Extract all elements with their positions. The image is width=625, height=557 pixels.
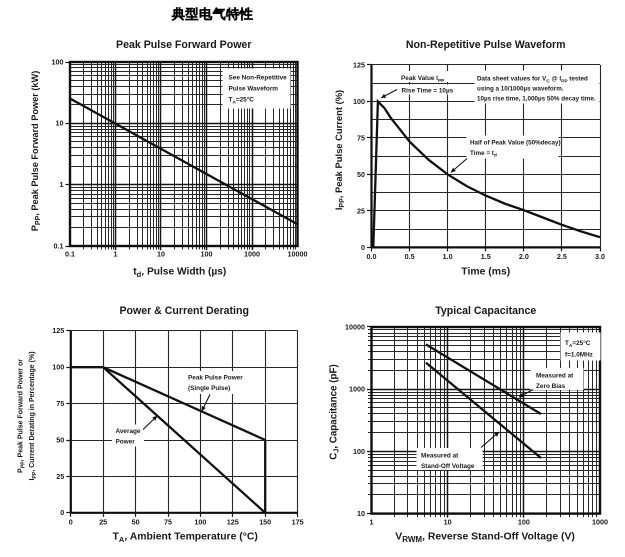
svg-text:PPP, Peak Pulse Forward Power: PPP, Peak Pulse Forward Power (kW) (30, 71, 42, 231)
svg-text:Typical Capacitance: Typical Capacitance (435, 305, 536, 317)
svg-text:0.0: 0.0 (367, 252, 377, 261)
svg-text:IPP, Peak Pulse Current (%): IPP, Peak Pulse Current (%) (333, 90, 346, 210)
svg-text:td, Pulse Width (µs): td, Pulse Width (µs) (133, 267, 226, 279)
svg-text:PPP, Peak Pulse Forward Power: PPP, Peak Pulse Forward Power or (18, 359, 27, 473)
svg-text:Zero Bias: Zero Bias (536, 383, 566, 390)
svg-text:IPP, Current Derating in Perce: IPP, Current Derating in Percentage (%) (29, 351, 38, 480)
svg-text:0: 0 (69, 517, 73, 526)
svg-text:0.5: 0.5 (405, 252, 415, 261)
svg-text:175: 175 (292, 517, 304, 526)
svg-text:100: 100 (353, 97, 365, 106)
svg-text:Time = td: Time = td (470, 150, 497, 159)
svg-text:Peak Value IPP: Peak Value IPP (401, 75, 445, 84)
svg-text:25: 25 (99, 517, 107, 526)
svg-text:Rise Time = 10µs: Rise Time = 10µs (402, 88, 454, 95)
svg-text:1.0: 1.0 (443, 252, 453, 261)
svg-text:0.1: 0.1 (65, 250, 75, 259)
svg-text:0: 0 (361, 243, 365, 252)
svg-text:10: 10 (56, 119, 64, 128)
svg-text:Peak Pulse Power: Peak Pulse Power (188, 375, 243, 382)
svg-text:75: 75 (357, 133, 365, 142)
svg-text:TA, Ambient Temperature (°C): TA, Ambient Temperature (°C) (113, 532, 258, 544)
svg-text:10000: 10000 (288, 250, 308, 259)
svg-text:TA=25°C: TA=25°C (229, 96, 255, 106)
svg-text:3.0: 3.0 (595, 252, 605, 261)
svg-text:0.1: 0.1 (54, 241, 64, 250)
svg-text:10: 10 (444, 518, 452, 527)
svg-text:Power: Power (116, 439, 136, 446)
svg-text:75: 75 (56, 399, 64, 408)
svg-text:1.5: 1.5 (481, 252, 491, 261)
svg-text:Time (ms): Time (ms) (461, 267, 510, 278)
svg-text:100: 100 (194, 517, 206, 526)
svg-text:VRWM, Reverse Stand-Off Voltag: VRWM, Reverse Stand-Off Voltage (V) (395, 532, 575, 545)
svg-text:TA=25°C: TA=25°C (565, 339, 591, 349)
svg-text:1000: 1000 (244, 250, 260, 259)
svg-text:Peak Pulse Forward Power: Peak Pulse Forward Power (116, 39, 251, 51)
svg-text:See Non-Repetitive: See Non-Repetitive (229, 75, 288, 82)
svg-text:100: 100 (518, 518, 530, 527)
svg-text:f=1.0MHz: f=1.0MHz (565, 352, 593, 359)
svg-text:1: 1 (370, 518, 374, 527)
svg-text:Measured at: Measured at (421, 453, 459, 460)
svg-text:25: 25 (357, 206, 365, 215)
svg-text:50: 50 (132, 517, 140, 526)
svg-text:1000: 1000 (592, 518, 608, 527)
svg-text:Measured at: Measured at (536, 373, 574, 380)
svg-text:10µs rise time, 1,000µs 50% de: 10µs rise time, 1,000µs 50% decay time. (477, 96, 596, 103)
svg-text:2.5: 2.5 (557, 252, 567, 261)
svg-text:125: 125 (52, 326, 64, 335)
svg-text:Stand-Off Voltage: Stand-Off Voltage (421, 463, 475, 470)
svg-text:25: 25 (56, 472, 64, 481)
svg-text:125: 125 (227, 517, 239, 526)
svg-text:Pulse Waveform: Pulse Waveform (229, 86, 279, 93)
svg-text:(Single Pulse): (Single Pulse) (188, 385, 230, 392)
svg-text:1000: 1000 (349, 385, 365, 394)
svg-text:100: 100 (353, 447, 365, 456)
svg-text:Data sheet values for VC @ IPP: Data sheet values for VC @ IPP tested (477, 76, 588, 85)
svg-text:Average: Average (116, 428, 141, 435)
svg-text:100: 100 (52, 363, 64, 372)
svg-text:100: 100 (201, 250, 213, 259)
svg-text:2.0: 2.0 (519, 252, 529, 261)
svg-text:75: 75 (164, 517, 172, 526)
svg-text:100: 100 (52, 57, 64, 66)
svg-text:125: 125 (353, 60, 365, 69)
svg-text:CJ, Capacitance (pF): CJ, Capacitance (pF) (329, 364, 341, 459)
svg-text:using a 10/1000µs waveform.: using a 10/1000µs waveform. (477, 86, 564, 93)
svg-text:Non-Repetitive Pulse Waveform: Non-Repetitive Pulse Waveform (406, 39, 566, 51)
svg-text:1: 1 (60, 180, 64, 189)
svg-text:10: 10 (157, 250, 165, 259)
svg-text:Power & Current Derating: Power & Current Derating (119, 305, 249, 317)
svg-text:50: 50 (56, 435, 64, 444)
svg-text:1: 1 (114, 250, 118, 259)
svg-text:0: 0 (60, 508, 64, 517)
svg-text:Half of Peak Value (50%decay): Half of Peak Value (50%decay) (470, 140, 561, 147)
svg-text:150: 150 (259, 517, 271, 526)
svg-text:10: 10 (357, 509, 365, 518)
svg-text:10000: 10000 (345, 322, 365, 331)
svg-text:50: 50 (357, 170, 365, 179)
